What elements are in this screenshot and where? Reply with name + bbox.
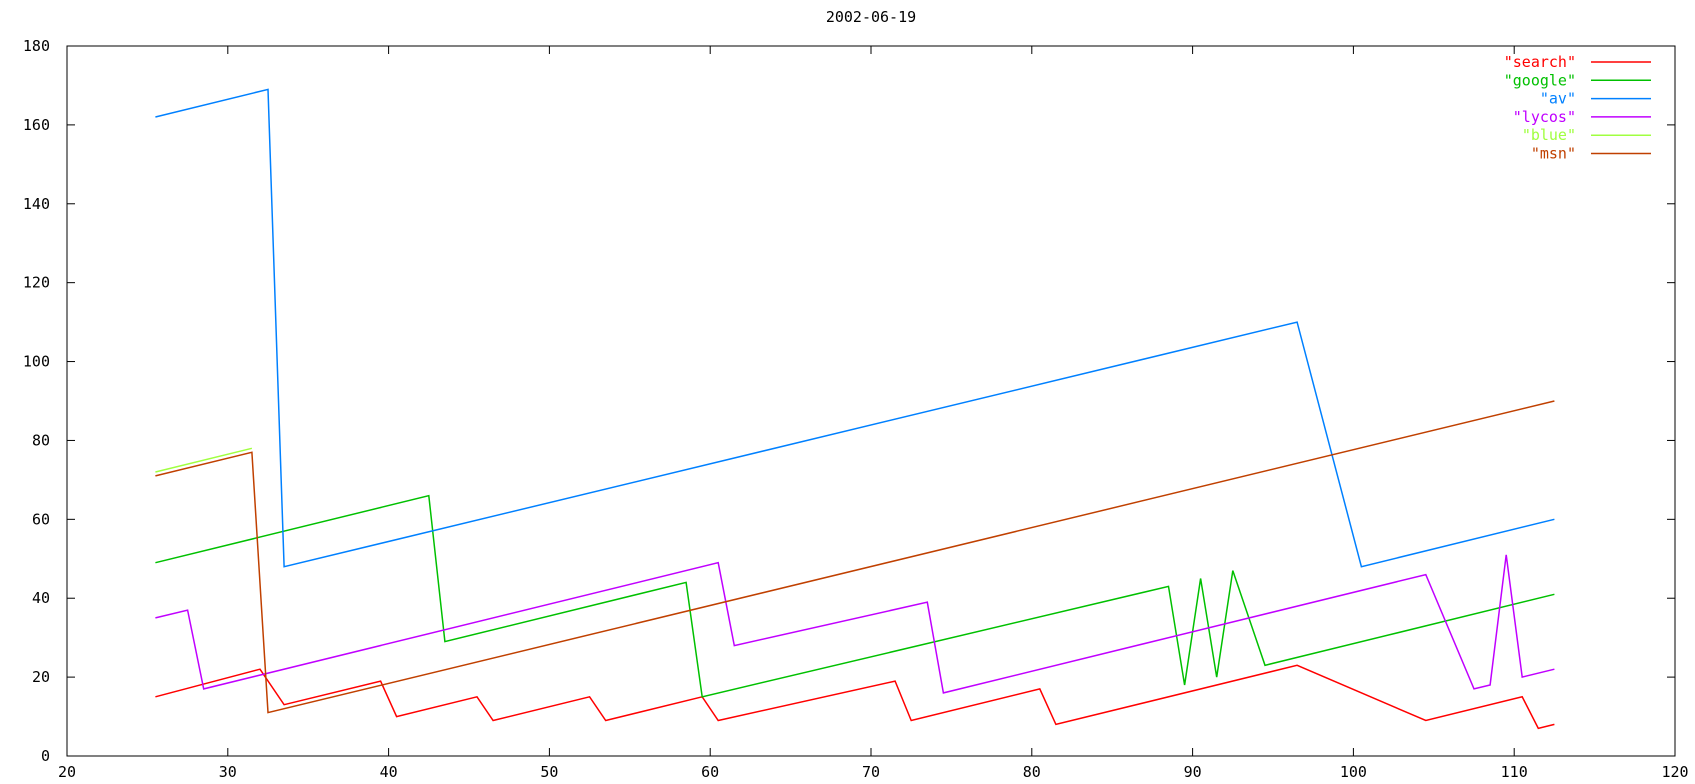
x-tick-label: 30 [219, 763, 237, 781]
x-tick-label: 50 [540, 763, 558, 781]
y-tick-label: 120 [23, 274, 50, 292]
x-tick-label: 120 [1661, 763, 1688, 781]
series-line-search [155, 664, 1555, 730]
x-tick-label: 60 [701, 763, 719, 781]
y-tick-label: 60 [32, 510, 50, 528]
x-tick-label: 90 [1184, 763, 1202, 781]
x-tick-label: 40 [380, 763, 398, 781]
y-tick-label: 20 [32, 668, 50, 686]
series-line-lycos [155, 554, 1555, 694]
legend-label-av: "av" [1540, 90, 1576, 108]
series-line-msn [155, 400, 1555, 714]
y-tick-label: 0 [41, 747, 50, 765]
x-tick-label: 80 [1023, 763, 1041, 781]
legend: "search""google""av""lycos""blue""msn" [1504, 53, 1651, 163]
y-tick-label: 160 [23, 116, 50, 134]
x-tick-label: 100 [1340, 763, 1367, 781]
y-tick-label: 80 [32, 431, 50, 449]
y-tick-label: 180 [23, 37, 50, 55]
x-tick-label: 70 [862, 763, 880, 781]
y-tick-label: 100 [23, 353, 50, 371]
legend-label-lycos: "lycos" [1513, 108, 1576, 126]
legend-label-search: "search" [1504, 53, 1576, 71]
y-axis: 0 20 40 60 80 100 120 140 160 180 [23, 37, 1675, 765]
y-tick-label: 140 [23, 195, 50, 213]
legend-label-msn: "msn" [1531, 145, 1576, 163]
series-line-av [155, 88, 1555, 568]
series-layer [155, 88, 1555, 730]
x-axis: 20 30 40 50 60 70 80 90 100 110 120 [58, 46, 1689, 781]
legend-label-google: "google" [1504, 71, 1576, 89]
chart-title: 2002-06-19 [826, 8, 916, 26]
x-tick-label: 110 [1501, 763, 1528, 781]
x-tick-label: 20 [58, 763, 76, 781]
y-tick-label: 40 [32, 589, 50, 607]
series-line-blue [155, 447, 253, 473]
legend-label-blue: "blue" [1522, 126, 1576, 144]
